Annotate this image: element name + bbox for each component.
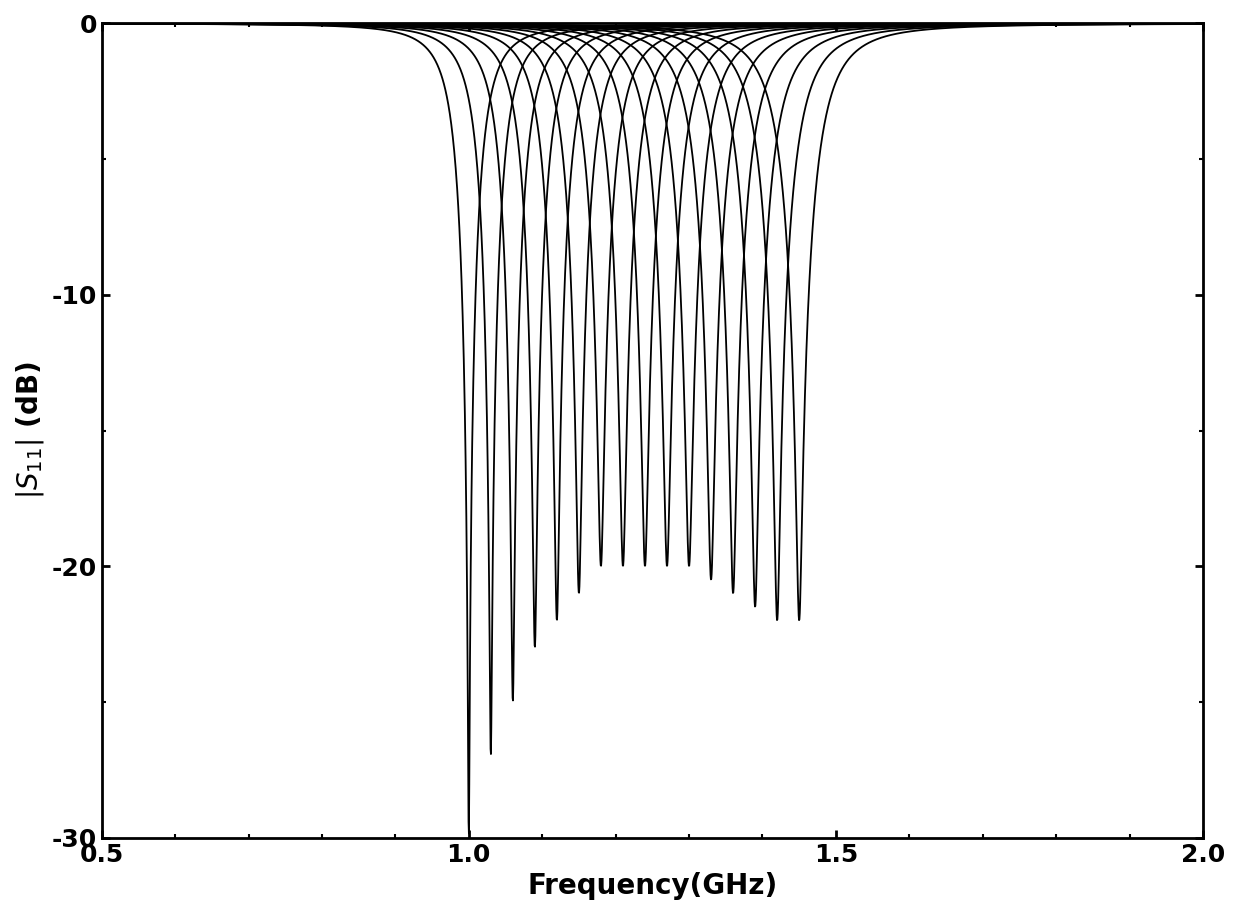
X-axis label: Frequency(GHz): Frequency(GHz) (528, 872, 777, 900)
Y-axis label: $|S_{11}|$ (dB): $|S_{11}|$ (dB) (14, 362, 46, 499)
